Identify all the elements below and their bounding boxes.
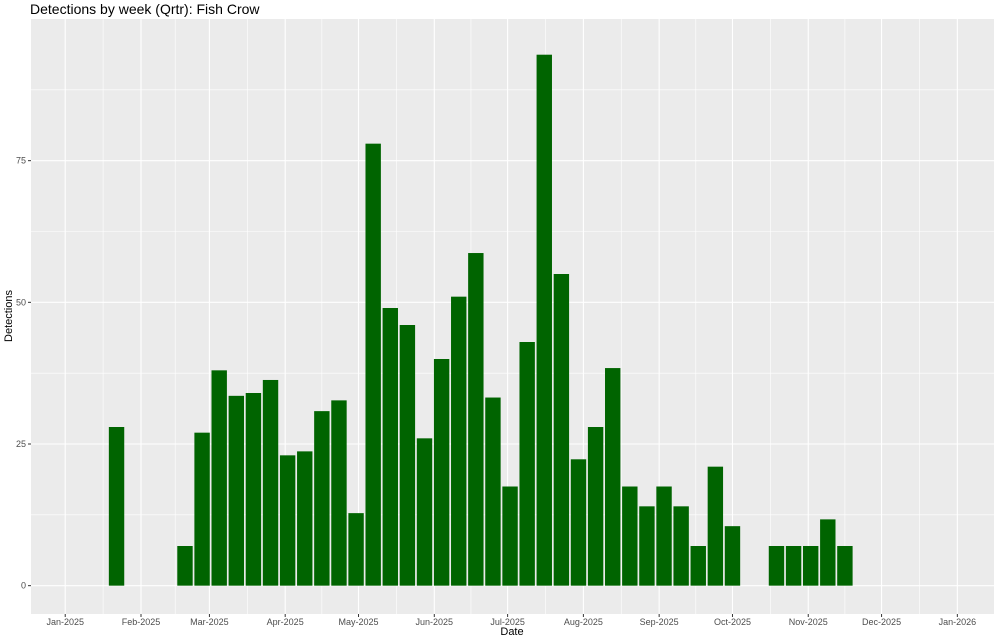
x-tick-label: Jun-2025 xyxy=(416,617,454,627)
bar-series xyxy=(108,54,853,586)
bar xyxy=(399,325,416,586)
bar xyxy=(656,486,672,586)
bar xyxy=(468,253,484,586)
x-tick-label: Feb-2025 xyxy=(122,617,161,627)
bar xyxy=(502,486,518,586)
bar xyxy=(639,506,655,586)
y-axis: 0 25 50 75 xyxy=(16,156,31,591)
bar xyxy=(279,455,296,586)
bar xyxy=(690,546,706,586)
bar xyxy=(570,459,587,586)
bar xyxy=(768,546,785,586)
bar xyxy=(553,274,570,586)
x-tick-label: Dec-2025 xyxy=(862,617,901,627)
bar xyxy=(177,546,193,586)
y-tick-label: 25 xyxy=(16,439,26,449)
bar xyxy=(365,143,381,586)
x-tick-label: Jan-2026 xyxy=(939,617,977,627)
x-tick-label: Jul-2025 xyxy=(490,617,525,627)
x-tick-label: Aug-2025 xyxy=(564,617,603,627)
bar xyxy=(108,427,125,586)
bar xyxy=(416,438,433,586)
x-tick-label: Nov-2025 xyxy=(789,617,828,627)
bar xyxy=(820,519,836,586)
bar xyxy=(837,546,853,586)
bar xyxy=(451,296,467,586)
bar xyxy=(433,359,450,586)
y-tick-label: 75 xyxy=(16,156,26,166)
chart-title: Detections by week (Qrtr): Fish Crow xyxy=(30,1,260,17)
bar xyxy=(245,393,262,586)
x-tick-label: Mar-2025 xyxy=(190,617,229,627)
bar xyxy=(724,526,741,586)
bar xyxy=(519,342,535,586)
y-tick-label: 0 xyxy=(21,581,26,591)
bar xyxy=(382,308,398,586)
bar xyxy=(331,400,347,586)
bar xyxy=(673,506,689,586)
x-tick-label: Apr-2025 xyxy=(267,617,304,627)
bar xyxy=(485,397,501,586)
bar xyxy=(802,546,819,586)
x-tick-label: Oct-2025 xyxy=(714,617,751,627)
bar xyxy=(297,451,313,586)
x-axis: Jan-2025 Feb-2025 Mar-2025 Apr-2025 May-2025… xyxy=(46,614,976,627)
bar xyxy=(587,427,604,586)
x-tick-label: Jan-2025 xyxy=(46,617,84,627)
bar xyxy=(194,432,210,586)
bar xyxy=(228,395,245,586)
bar xyxy=(622,486,638,586)
y-tick-label: 50 xyxy=(16,297,26,307)
x-tick-label: May-2025 xyxy=(339,617,379,627)
bar xyxy=(707,466,724,586)
bar xyxy=(314,411,330,586)
x-axis-title: Date xyxy=(500,626,523,638)
bar xyxy=(605,368,621,586)
bar xyxy=(262,379,279,586)
bar xyxy=(785,546,802,586)
x-tick-label: Sep-2025 xyxy=(640,617,679,627)
bar xyxy=(536,54,552,586)
bar xyxy=(348,513,364,586)
y-axis-title: Detections xyxy=(3,290,15,342)
bar xyxy=(211,370,227,586)
